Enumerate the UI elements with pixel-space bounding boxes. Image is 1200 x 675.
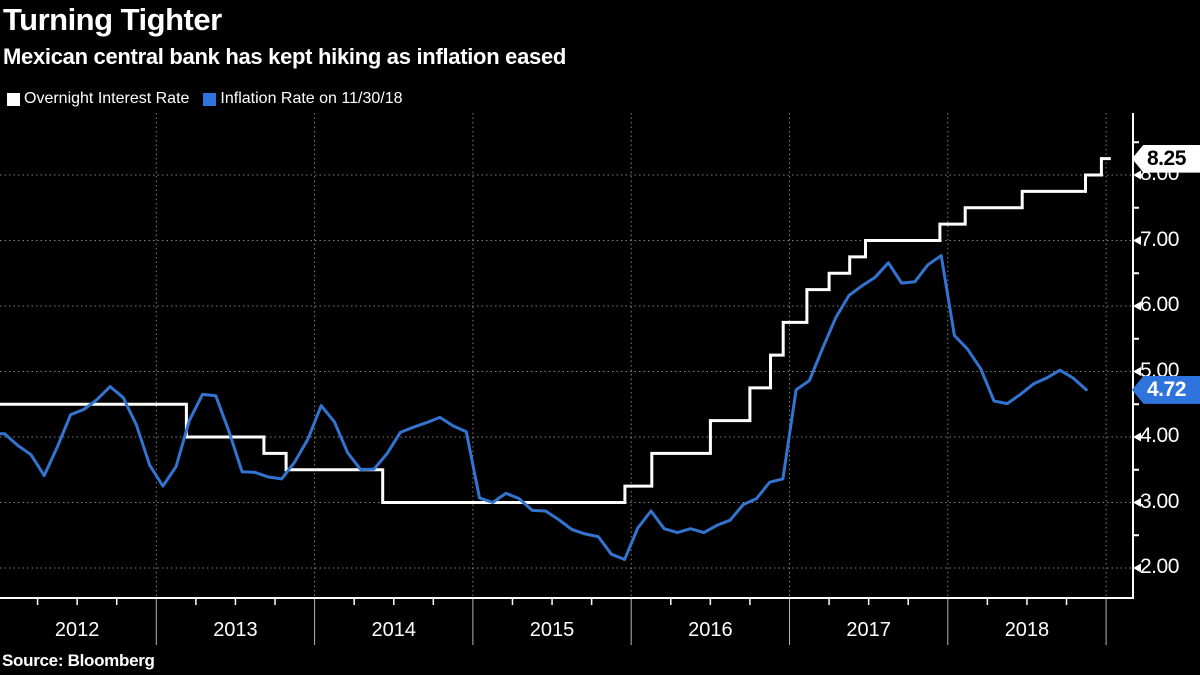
series-overnight-rate-step-line bbox=[0, 157, 1111, 504]
y-major-tick-arrow-icon bbox=[1133, 301, 1141, 311]
y-major-tick-arrow-icon bbox=[1133, 236, 1141, 245]
legend-label-inflation-rate: Inflation Rate on 11/30/18 bbox=[220, 90, 403, 107]
y-major-tick-arrow-icon bbox=[1133, 498, 1141, 507]
legend-item-overnight-rate: Overnight Interest Rate bbox=[7, 90, 189, 108]
series-inflation-line bbox=[0, 254, 1088, 561]
chart-title: Turning Tighter bbox=[3, 2, 222, 37]
legend-swatch-blue-icon bbox=[203, 92, 217, 106]
y-major-tick-arrow-icon bbox=[1133, 432, 1141, 442]
chart-legend: Overnight Interest Rate Inflation Rate o… bbox=[7, 90, 402, 108]
y-major-tick-arrow-icon bbox=[1133, 170, 1141, 180]
y-major-tick-arrow-icon bbox=[1133, 367, 1141, 376]
y-major-tick-arrow-icon bbox=[1133, 563, 1141, 573]
source-attribution: Source: Bloomberg bbox=[2, 651, 155, 670]
legend-item-inflation-rate: Inflation Rate on 11/30/18 bbox=[203, 90, 402, 108]
legend-swatch-white-icon bbox=[7, 92, 20, 106]
chart-subtitle: Mexican central bank has kept hiking as … bbox=[3, 44, 567, 69]
legend-label-overnight-rate: Overnight Interest Rate bbox=[24, 90, 190, 107]
